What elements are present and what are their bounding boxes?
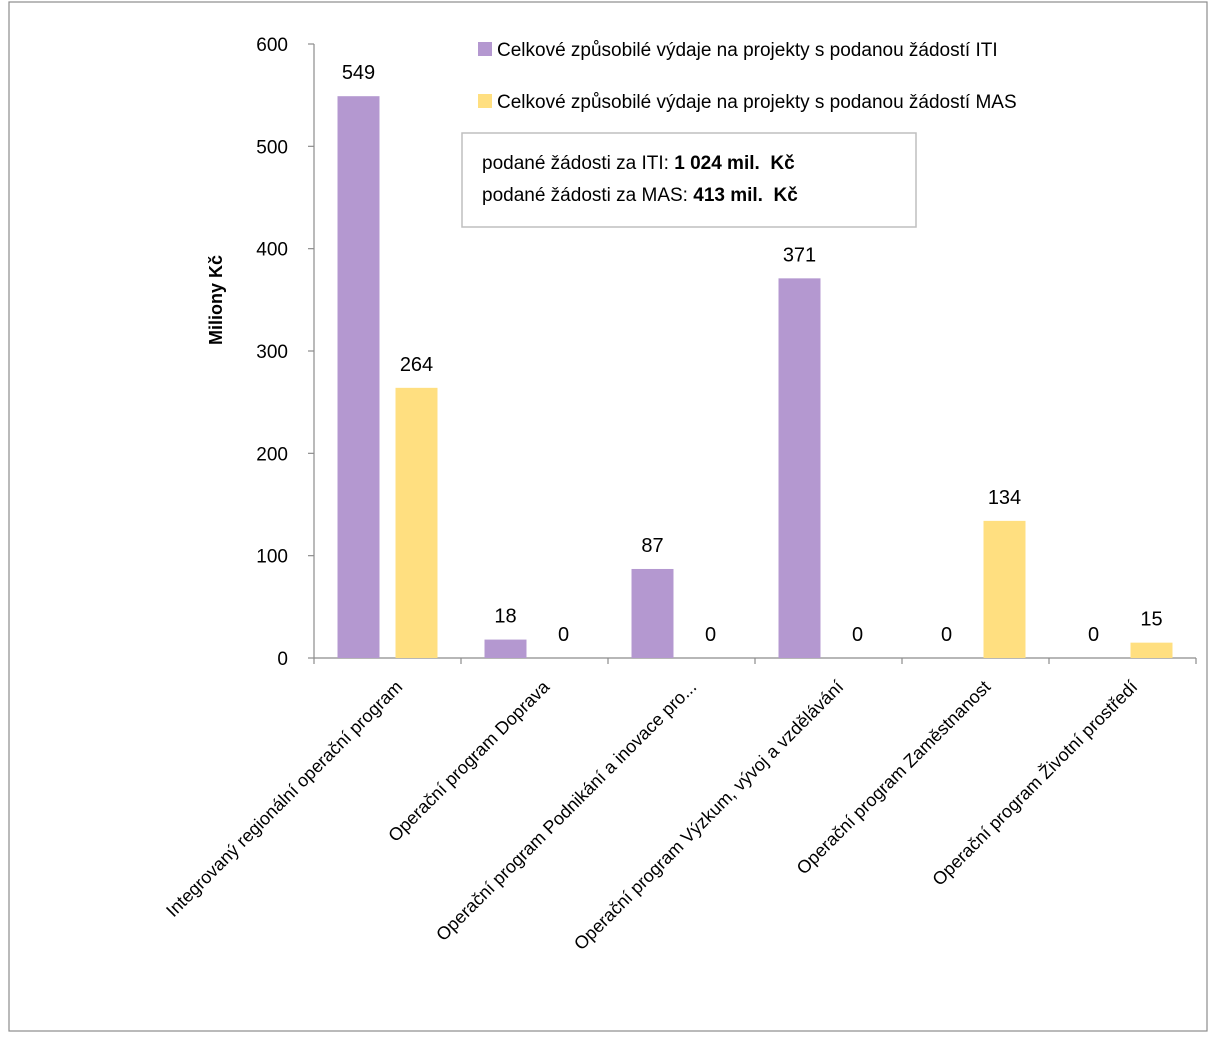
annotation-iti-value: 1 024 mil. Kč bbox=[674, 153, 795, 174]
legend-label-iti: Celkové způsobilé výdaje na projekty s p… bbox=[497, 40, 998, 61]
bar-mas bbox=[983, 520, 1026, 658]
totals-annotation: podané žádosti za ITI: 1 024 mil. Kč pod… bbox=[461, 132, 917, 228]
data-label-iti: 0 bbox=[941, 624, 952, 646]
data-label-mas: 134 bbox=[988, 487, 1021, 509]
y-tick-label: 500 bbox=[256, 137, 288, 158]
y-tick-label: 400 bbox=[256, 240, 288, 261]
legend-swatch-iti bbox=[478, 42, 492, 56]
annotation-iti-prefix: podané žádosti za ITI: bbox=[482, 153, 674, 174]
data-label-iti: 18 bbox=[494, 606, 516, 628]
annotation-box bbox=[461, 132, 917, 228]
legend-label-mas: Celkové způsobilé výdaje na projekty s p… bbox=[497, 92, 1017, 113]
data-label-iti: 0 bbox=[1088, 624, 1099, 646]
bar-mas bbox=[1130, 642, 1173, 658]
bars bbox=[337, 96, 1173, 658]
bar-mas bbox=[395, 387, 438, 658]
bar-iti bbox=[337, 96, 380, 658]
axes: 0 100 200 300 400 500 600 bbox=[256, 35, 1197, 670]
y-tick-label: 200 bbox=[256, 444, 288, 465]
data-label-iti: 371 bbox=[783, 244, 816, 266]
bar-iti bbox=[778, 278, 821, 658]
data-label-mas: 15 bbox=[1140, 609, 1162, 631]
data-labels: 549 264 18 0 87 0 371 0 0 134 0 15 bbox=[342, 62, 1163, 646]
data-label-mas: 0 bbox=[852, 624, 863, 646]
data-label-mas: 0 bbox=[705, 624, 716, 646]
y-tick-label: 300 bbox=[256, 342, 288, 363]
bar-iti bbox=[484, 639, 527, 658]
y-tick-label: 600 bbox=[256, 35, 288, 56]
annotation-line-iti: podané žádosti za ITI: 1 024 mil. Kč bbox=[482, 153, 795, 174]
data-label-mas: 0 bbox=[558, 624, 569, 646]
annotation-mas-prefix: podané žádosti za MAS: bbox=[482, 185, 693, 206]
legend: Celkové způsobilé výdaje na projekty s p… bbox=[478, 40, 1017, 113]
data-label-iti: 87 bbox=[641, 535, 663, 557]
y-axis-label: Miliony Kč bbox=[206, 255, 226, 345]
bar-iti bbox=[631, 568, 674, 658]
annotation-mas-value: 413 mil. Kč bbox=[693, 185, 798, 206]
annotation-line-mas: podané žádosti za MAS: 413 mil. Kč bbox=[482, 185, 798, 206]
legend-swatch-mas bbox=[478, 94, 492, 108]
data-label-mas: 264 bbox=[400, 354, 433, 376]
data-label-iti: 549 bbox=[342, 62, 375, 84]
y-tick-label: 0 bbox=[277, 649, 288, 670]
y-tick-label: 100 bbox=[256, 547, 288, 568]
